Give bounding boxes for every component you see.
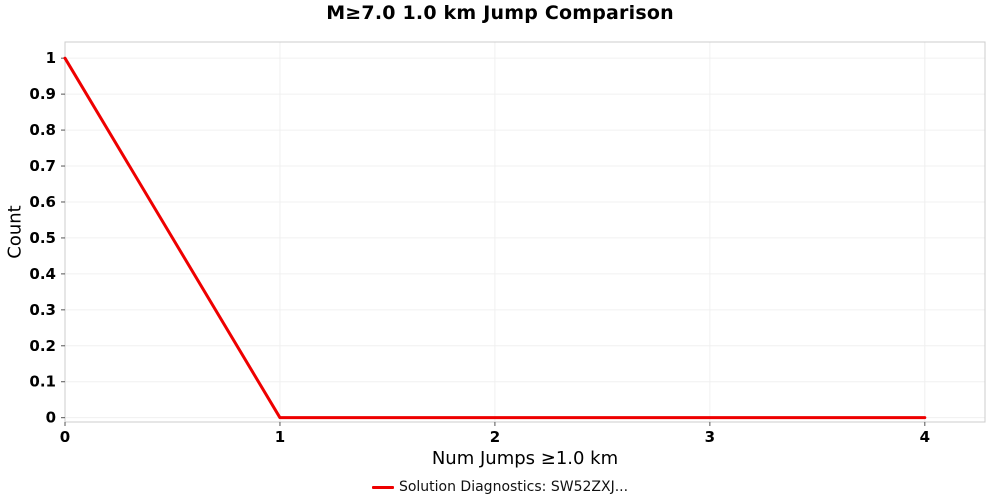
- svg-text:0.9: 0.9: [29, 85, 56, 103]
- svg-text:0.5: 0.5: [29, 229, 56, 247]
- svg-text:3: 3: [705, 428, 715, 446]
- legend: Solution Diagnostics: SW52ZXJ...: [0, 479, 1000, 495]
- svg-text:0.1: 0.1: [29, 373, 56, 391]
- svg-text:0.8: 0.8: [29, 121, 56, 139]
- svg-text:0: 0: [60, 428, 70, 446]
- svg-text:0: 0: [46, 409, 56, 427]
- svg-text:2: 2: [490, 428, 500, 446]
- svg-text:0.4: 0.4: [29, 265, 56, 283]
- chart-title: M≥7.0 1.0 km Jump Comparison: [326, 2, 674, 24]
- svg-text:4: 4: [920, 428, 930, 446]
- svg-text:1: 1: [275, 428, 285, 446]
- legend-line-swatch: [371, 485, 394, 489]
- x-axis-label: Num Jumps ≥1.0 km: [431, 448, 619, 469]
- svg-text:1: 1: [46, 49, 56, 67]
- legend-label: Solution Diagnostics: SW52ZXJ...: [398, 479, 629, 495]
- svg-text:0.3: 0.3: [29, 301, 56, 319]
- svg-text:0.2: 0.2: [29, 337, 56, 355]
- svg-text:0.7: 0.7: [29, 157, 56, 175]
- svg-text:0.6: 0.6: [29, 193, 56, 211]
